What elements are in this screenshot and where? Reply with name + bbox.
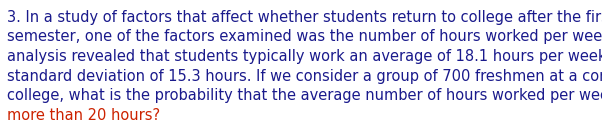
Text: 3. In a study of factors that affect whether students return to college after th: 3. In a study of factors that affect whe… — [7, 10, 602, 25]
Text: semester, one of the factors examined was the number of hours worked per week. T: semester, one of the factors examined wa… — [7, 30, 602, 45]
Text: more than 20 hours?: more than 20 hours? — [7, 108, 160, 122]
Text: standard deviation of 15.3 hours. If we consider a group of 700 freshmen at a co: standard deviation of 15.3 hours. If we … — [7, 68, 602, 83]
Text: college, what is the probability that the average number of hours worked per wee: college, what is the probability that th… — [7, 88, 602, 103]
Text: analysis revealed that students typically work an average of 18.1 hours per week: analysis revealed that students typicall… — [7, 49, 602, 64]
